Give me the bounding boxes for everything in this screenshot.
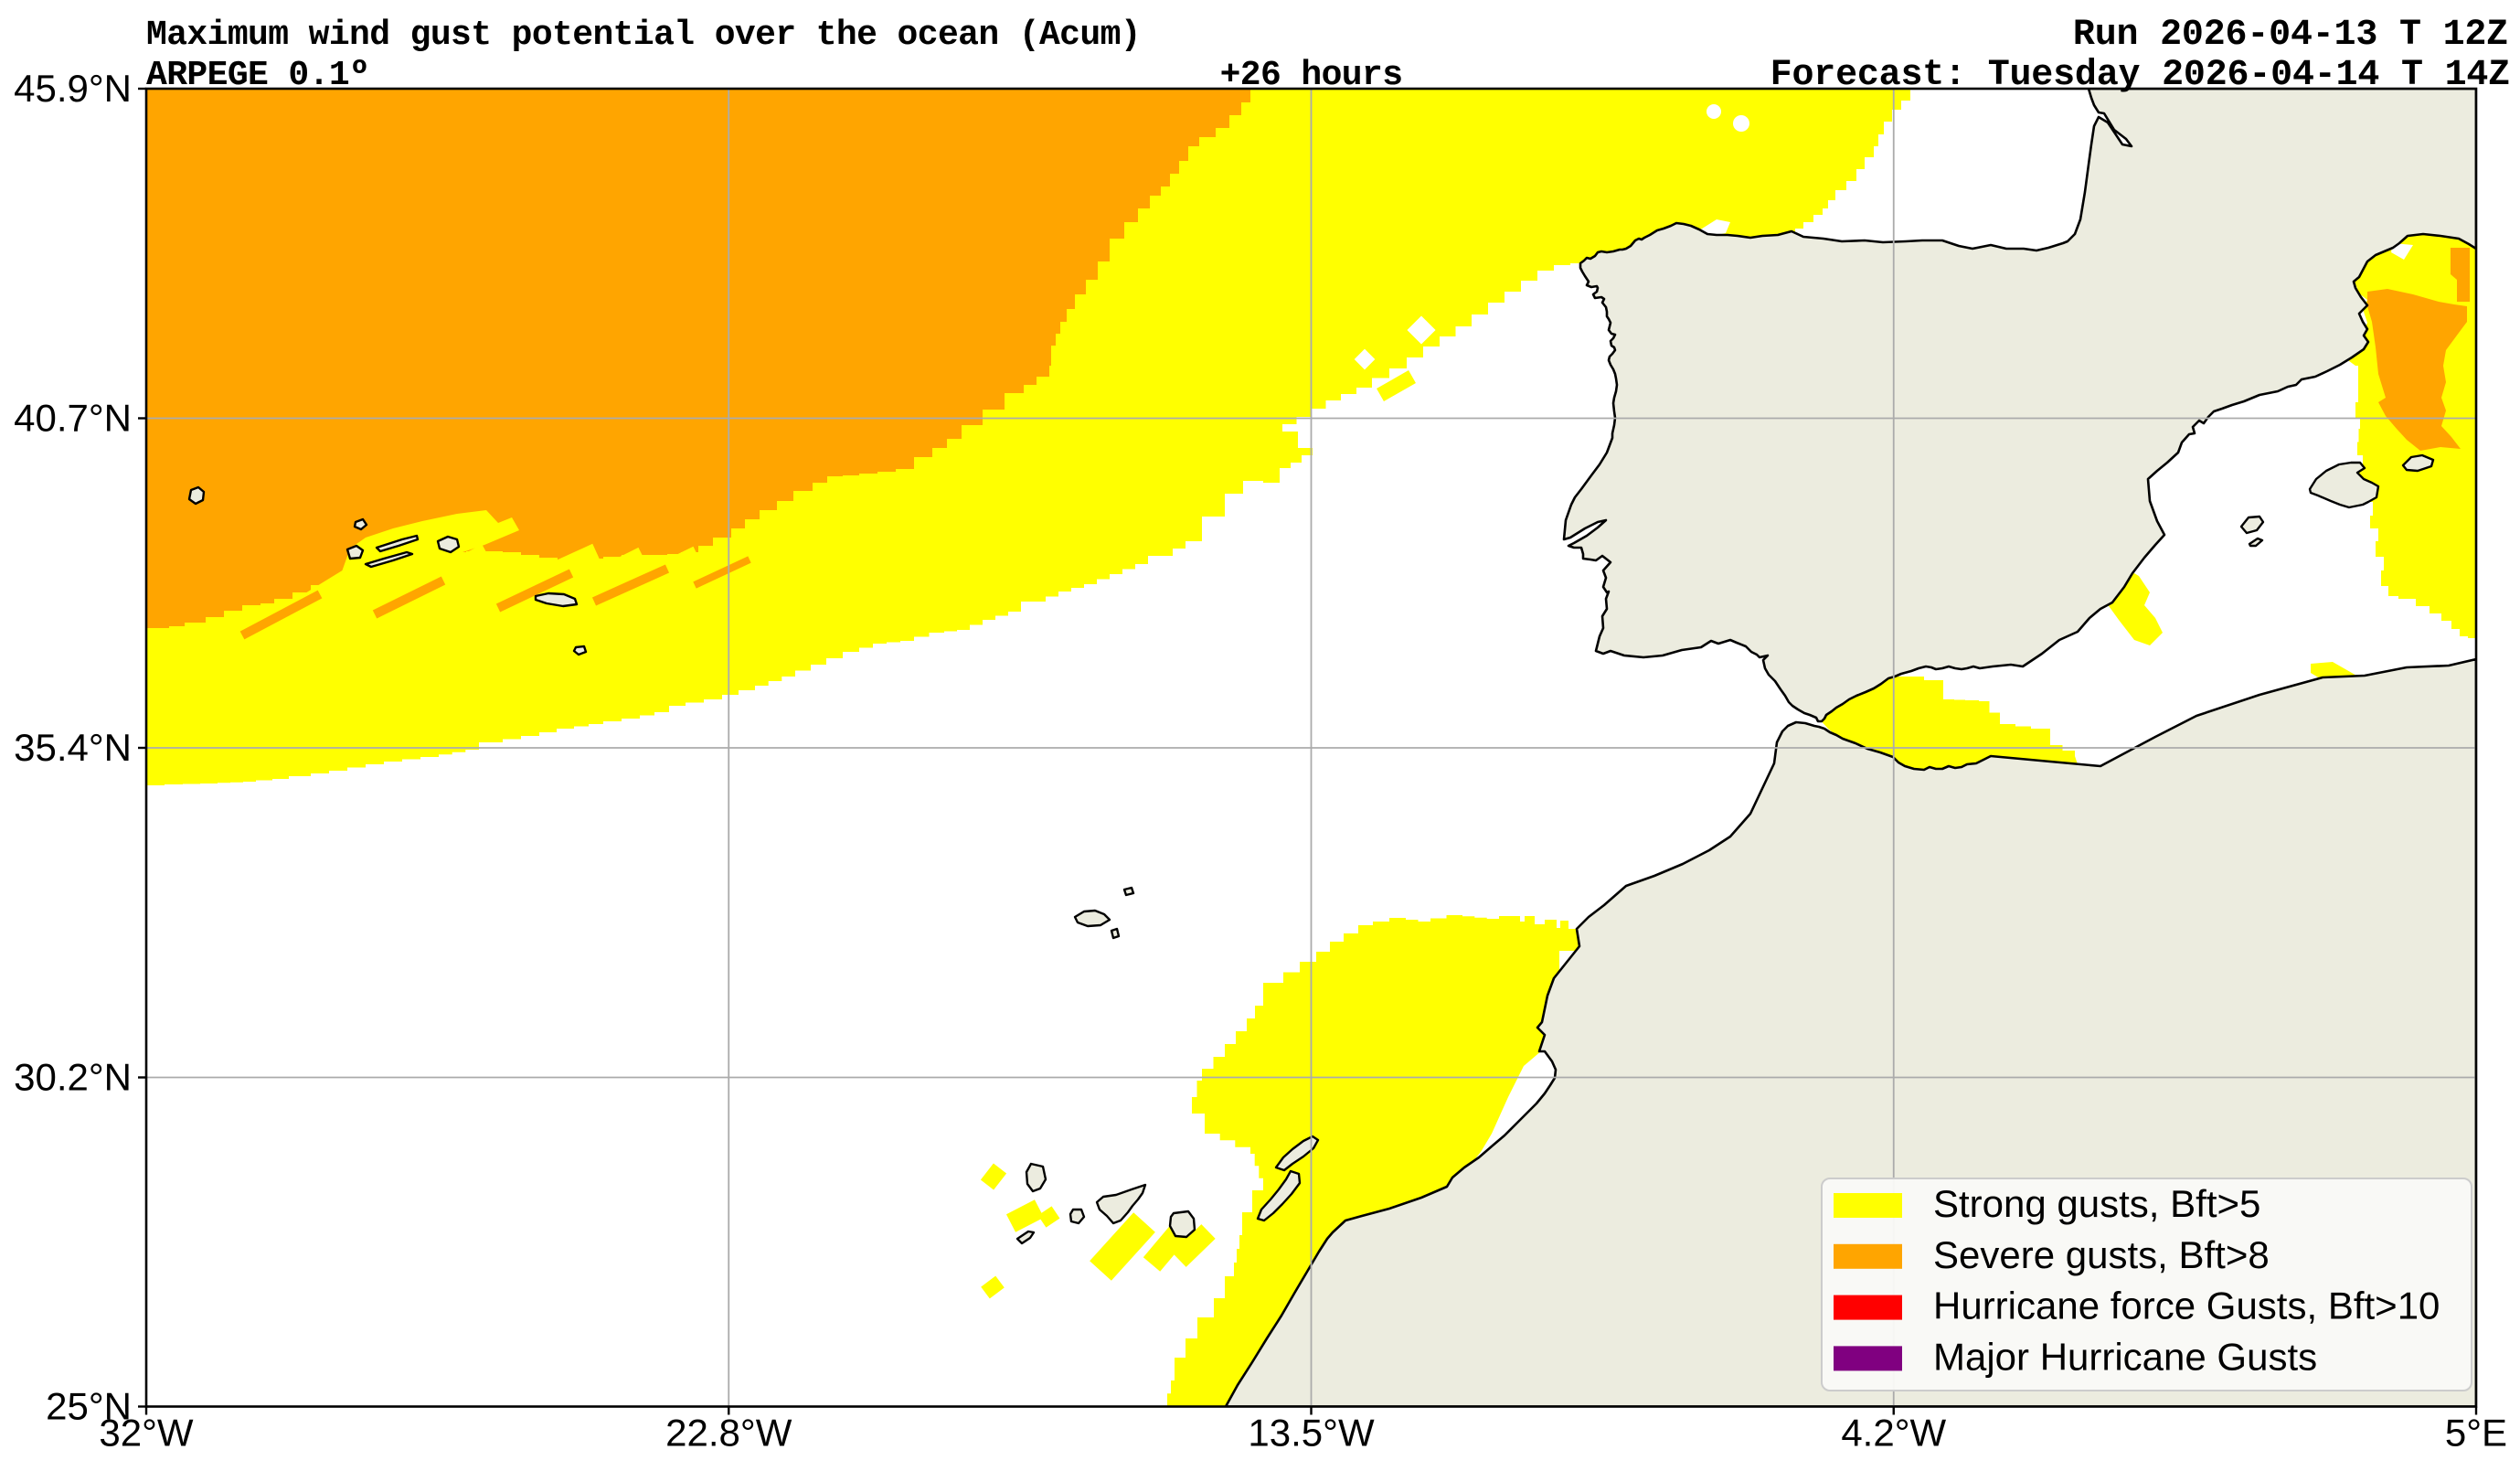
svg-text:Strong gusts, Bft>5: Strong gusts, Bft>5 xyxy=(1933,1182,2260,1225)
svg-text:30.2°N: 30.2°N xyxy=(14,1056,132,1099)
svg-text:Maximum wind gust potential ov: Maximum wind gust potential over the oce… xyxy=(146,16,1141,55)
svg-text:Hurricane force Gusts, Bft>10: Hurricane force Gusts, Bft>10 xyxy=(1933,1284,2440,1327)
svg-text:4.2°W: 4.2°W xyxy=(1841,1412,1946,1455)
svg-text:5°E: 5°E xyxy=(2445,1412,2507,1455)
svg-text:40.7°N: 40.7°N xyxy=(14,397,132,440)
svg-text:+26 hours: +26 hours xyxy=(1220,56,1403,95)
svg-text:Severe gusts, Bft>8: Severe gusts, Bft>8 xyxy=(1933,1233,2270,1276)
svg-text:Forecast: Tuesday 2026-04-14 T: Forecast: Tuesday 2026-04-14 T 14Z xyxy=(1770,55,2510,96)
svg-text:32°W: 32°W xyxy=(99,1412,194,1455)
svg-text:22.8°W: 22.8°W xyxy=(665,1412,792,1455)
svg-text:Run 2026-04-13 T 12Z: Run 2026-04-13 T 12Z xyxy=(2073,15,2508,56)
svg-text:25°N: 25°N xyxy=(46,1385,132,1428)
svg-text:13.5°W: 13.5°W xyxy=(1248,1412,1375,1455)
svg-text:45.9°N: 45.9°N xyxy=(14,67,132,110)
svg-text:Major Hurricane Gusts: Major Hurricane Gusts xyxy=(1933,1335,2317,1378)
svg-text:ARPEGE 0.1º: ARPEGE 0.1º xyxy=(146,56,369,95)
svg-text:35.4°N: 35.4°N xyxy=(14,726,132,769)
